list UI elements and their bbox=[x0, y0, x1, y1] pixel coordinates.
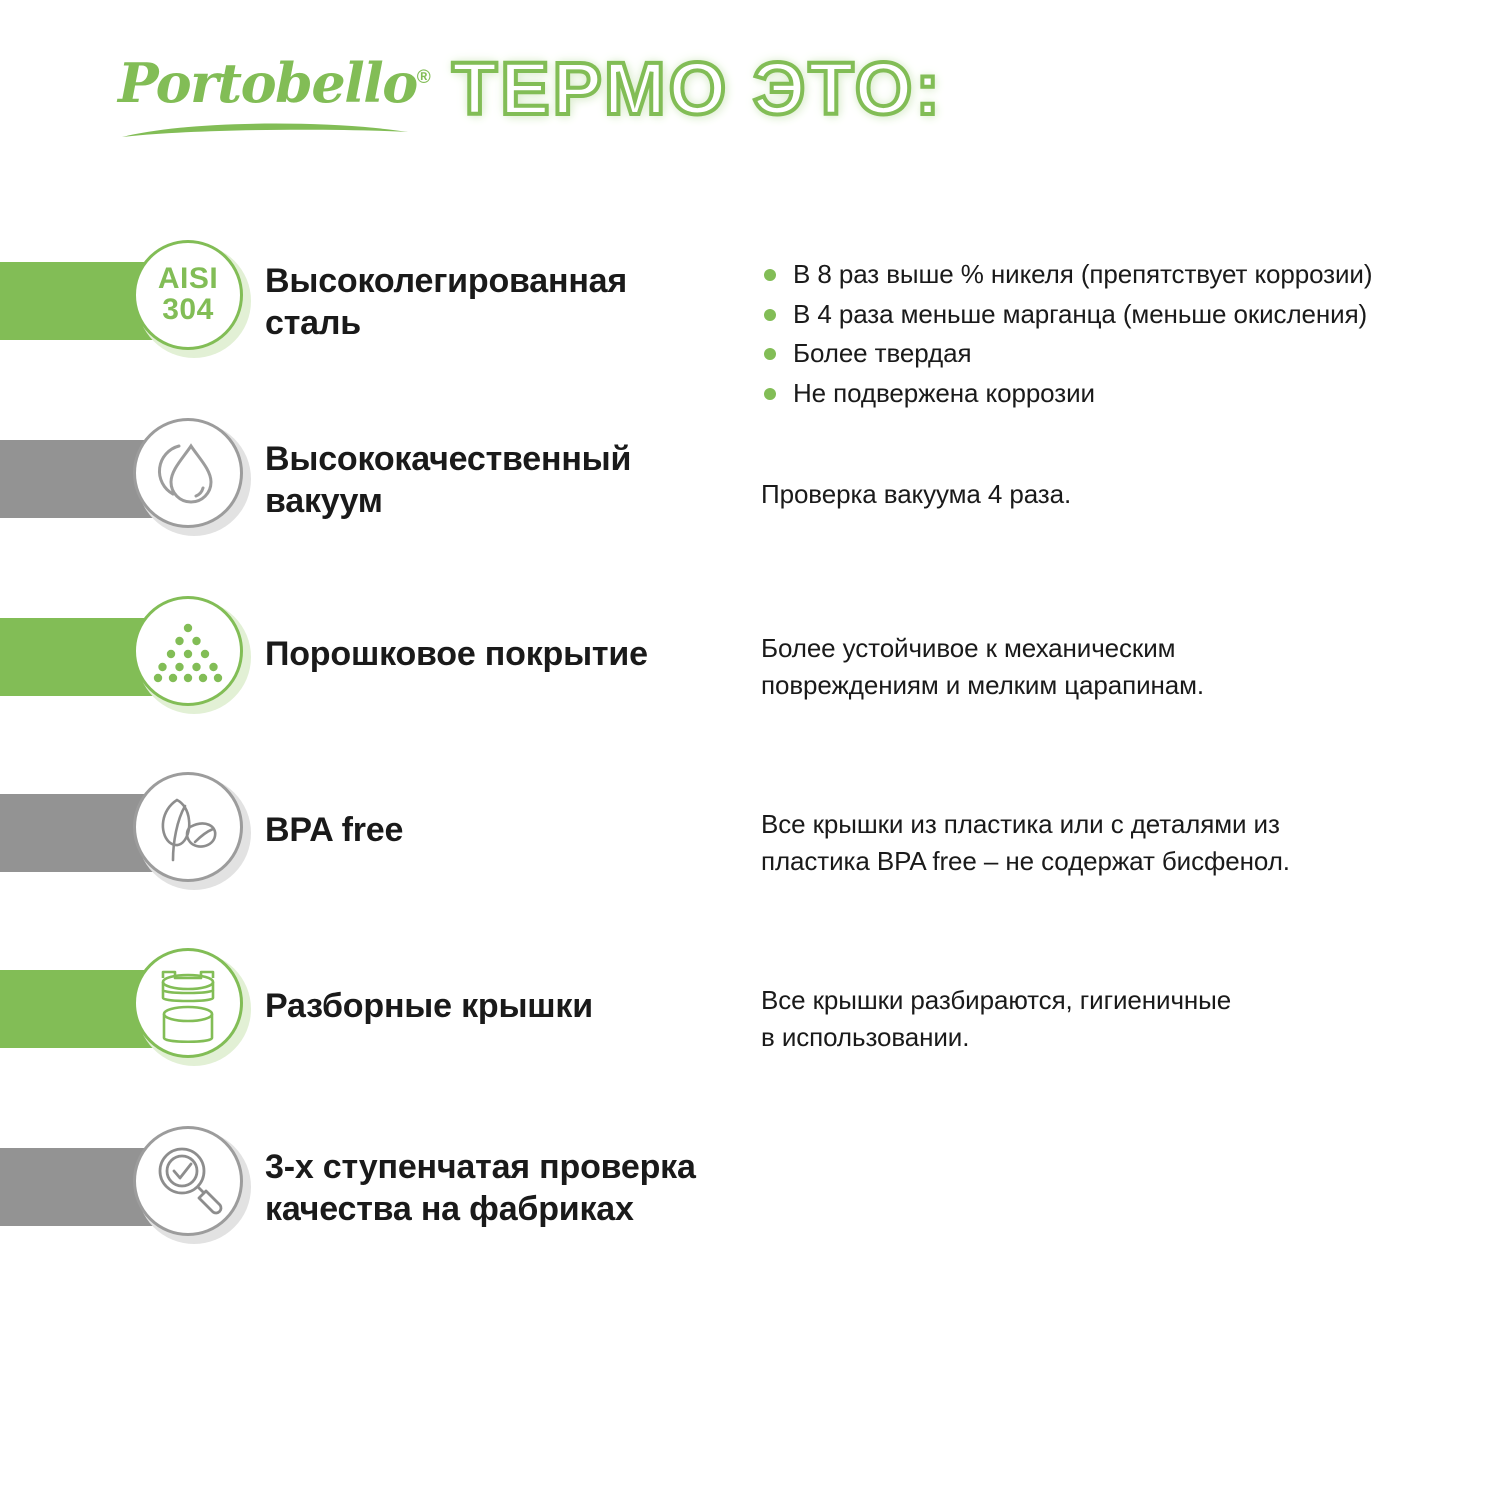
logo-swoosh-icon bbox=[122, 123, 408, 137]
powder-dots-icon bbox=[153, 623, 223, 683]
feature-badge: AISI 304 bbox=[133, 240, 255, 362]
badge-disc bbox=[133, 1126, 243, 1236]
badge-disc bbox=[133, 948, 243, 1058]
feature-badge bbox=[133, 1126, 255, 1248]
feature-heading: Высококачественный вакуум bbox=[265, 440, 632, 521]
registered-trademark-icon: ® bbox=[416, 67, 431, 88]
magnifier-check-icon bbox=[158, 1147, 223, 1215]
feature-badge bbox=[133, 596, 255, 718]
logo-wordmark-text: Portobello bbox=[118, 51, 418, 115]
list-item: В 4 раза меньше марганца (меньше окислен… bbox=[761, 295, 1372, 335]
feature-bullet-list: В 8 раз выше % никеля (препятствует корр… bbox=[761, 255, 1372, 413]
list-item: Не подвержена коррозии bbox=[761, 374, 1372, 414]
feature-badge bbox=[133, 948, 255, 1070]
list-item: Более твердая bbox=[761, 334, 1372, 374]
feature-heading: Высоколегированная сталь bbox=[265, 262, 627, 343]
logo-wordmark: Portobello® bbox=[118, 56, 431, 110]
page-header: Portobello® ТЕРМО ЭТО: bbox=[0, 0, 1500, 200]
page-title: ТЕРМО ЭТО: bbox=[450, 47, 943, 130]
aisi-grade: 304 bbox=[162, 293, 214, 326]
feature-description: Более устойчивое к механическим поврежде… bbox=[761, 633, 1205, 700]
badge-disc bbox=[133, 240, 243, 350]
list-item: В 8 раз выше % никеля (препятствует корр… bbox=[761, 255, 1372, 295]
aisi-label: AISI bbox=[157, 262, 219, 296]
feature-heading: 3-х ступенчатая проверка качества на фаб… bbox=[265, 1148, 696, 1229]
feature-description: Проверка вакуума 4 раза. bbox=[761, 479, 1072, 509]
badge-disc bbox=[133, 418, 243, 528]
feature-description: Все крышки из пластика или с деталями из… bbox=[761, 809, 1290, 876]
water-drop-icon bbox=[157, 443, 213, 504]
aisi-304-badge-icon: AISI 304 bbox=[133, 240, 243, 350]
feature-badge bbox=[133, 418, 255, 540]
leaves-icon bbox=[161, 798, 217, 862]
feature-heading: Разборные крышки bbox=[265, 987, 593, 1025]
feature-description: Все крышки разбираются, гигиеничные в ис… bbox=[761, 985, 1232, 1052]
feature-heading: BPA free bbox=[265, 811, 404, 849]
feature-badge bbox=[133, 772, 255, 894]
detachable-lid-icon bbox=[161, 970, 215, 1044]
portobello-logo: Portobello® bbox=[118, 56, 431, 151]
feature-heading: Порошковое покрытие bbox=[265, 635, 648, 673]
